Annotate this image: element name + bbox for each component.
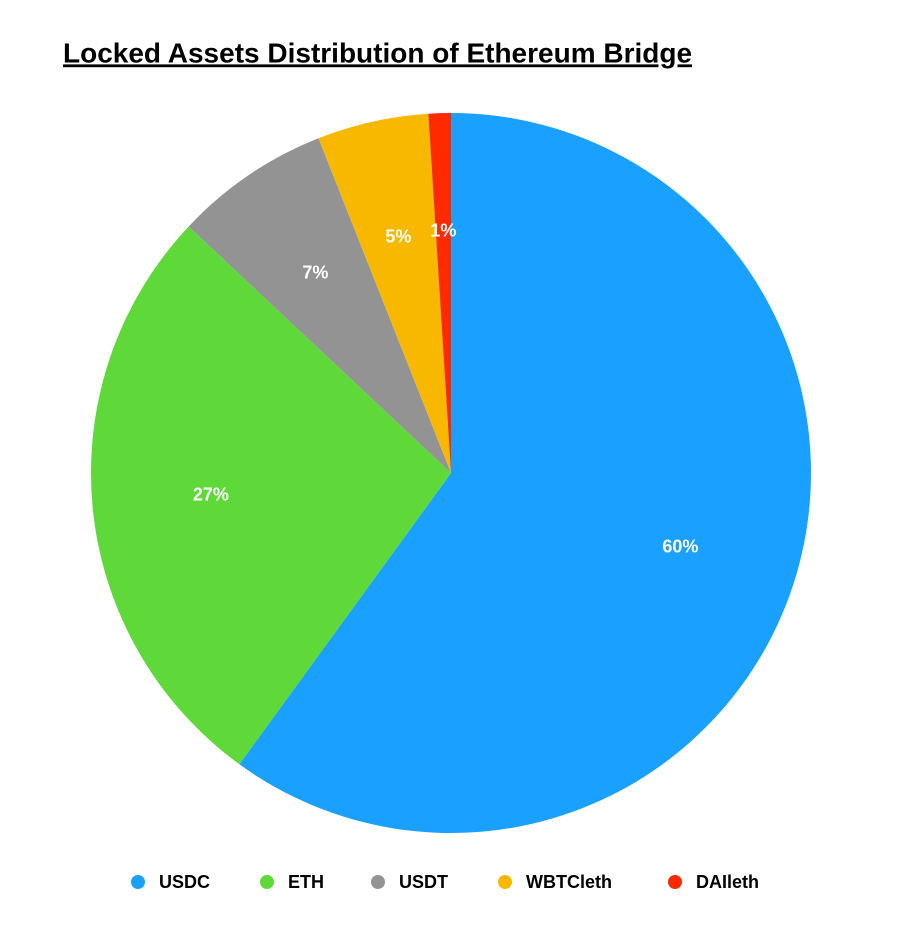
- pie-slice: [188, 138, 451, 474]
- legend-marker: [131, 875, 145, 889]
- data-label: 7%: [302, 262, 328, 282]
- legend-label: USDT: [399, 872, 448, 892]
- pie-slice: [239, 113, 812, 833]
- legend-marker: [668, 875, 682, 889]
- chart-title: Locked Assets Distribution of Ethereum B…: [63, 37, 692, 68]
- data-label: 1%: [430, 221, 456, 241]
- pie-slice: [318, 113, 451, 473]
- pie-slice: [90, 226, 451, 765]
- legend-marker: [371, 875, 385, 889]
- legend-marker: [498, 875, 512, 889]
- legend-label: ETH: [288, 872, 324, 892]
- legend-label: USDC: [159, 872, 210, 892]
- pie-slice: [428, 113, 451, 473]
- legend-label: DAIleth: [696, 872, 759, 892]
- data-label: 27%: [193, 484, 229, 504]
- data-label: 5%: [385, 226, 411, 246]
- legend-marker: [260, 875, 274, 889]
- legend-label: WBTCleth: [526, 872, 612, 892]
- data-label: 60%: [662, 536, 698, 556]
